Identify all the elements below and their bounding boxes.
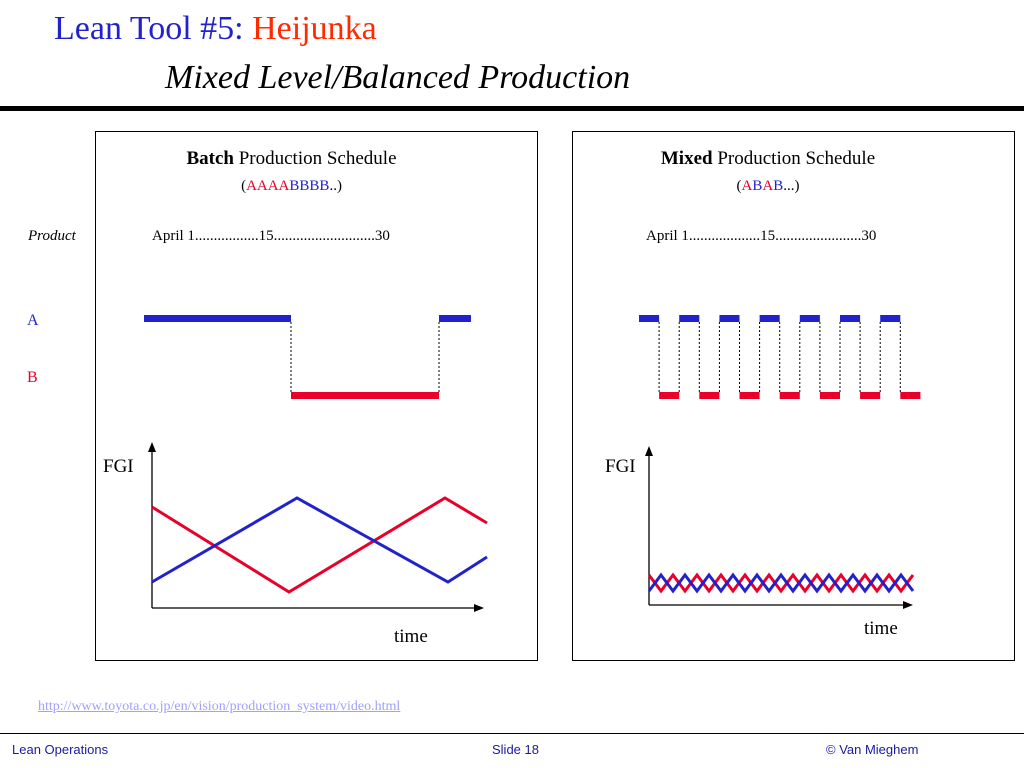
mixed-a-bar (719, 315, 740, 322)
batch-seq-a: AAAA (246, 178, 290, 194)
batch-seq-close: ..) (329, 178, 342, 194)
mixed-a-bar (840, 315, 861, 322)
batch-time-label: time (394, 626, 428, 647)
mixed-a-bar (799, 315, 820, 322)
batch-date-axis: April 1.................15..............… (152, 228, 390, 244)
mixed-b-bar (900, 392, 921, 399)
mixed-x-arrowhead (903, 601, 913, 609)
batch-seq-open: ( (241, 178, 247, 194)
batch-heading: Batch Production Schedule (95, 148, 488, 170)
batch-heading-rest: Production Schedule (233, 148, 397, 169)
batch-b-bar (291, 392, 439, 399)
mixed-seq-close: ...) (783, 178, 800, 194)
mixed-seq-b2: B (773, 178, 784, 194)
mixed-seq-b1: B (752, 178, 763, 194)
row-label-a: A (27, 312, 39, 329)
title-divider (0, 106, 1024, 111)
mixed-fgi-blue-curve (647, 572, 915, 594)
mixed-time-label: time (864, 618, 898, 639)
mixed-seq-a1: A (741, 178, 753, 194)
batch-a-bar-1 (144, 315, 291, 322)
batch-sequence: (AAAABBBB..) (95, 178, 488, 195)
footer-slide-number: Slide 18 (492, 742, 539, 757)
toyota-video-link[interactable]: http://www.toyota.co.jp/en/vision/produc… (38, 699, 401, 714)
row-header-product: Product (28, 228, 76, 244)
batch-y-arrowhead (148, 442, 156, 452)
footer-divider (0, 733, 1024, 734)
mixed-b-bar (819, 392, 840, 399)
batch-a-bar-2 (439, 315, 471, 322)
row-label-b: B (27, 369, 38, 386)
title-accent: Heijunka (252, 10, 377, 47)
mixed-a-bar (880, 315, 901, 322)
mixed-fgi-red-curve (647, 572, 915, 594)
batch-heading-bold: Batch (186, 148, 234, 169)
batch-fgi-label: FGI (103, 456, 134, 477)
mixed-seq-open: ( (736, 178, 742, 194)
footer-copyright: © Van Mieghem (826, 742, 919, 757)
mixed-fgi-label: FGI (605, 456, 636, 477)
slide-title: Lean Tool #5: Heijunka (54, 10, 377, 48)
mixed-seq-a2: A (762, 178, 774, 194)
mixed-date-axis: April 1...................15............… (646, 228, 877, 244)
title-prefix: Lean Tool #5: (54, 10, 253, 47)
mixed-sequence: (ABAB...) (572, 178, 964, 195)
mixed-b-bar (659, 392, 680, 399)
mixed-heading: Mixed Production Schedule (572, 148, 964, 170)
mixed-heading-bold: Mixed (660, 148, 713, 169)
mixed-a-bar (759, 315, 780, 322)
mixed-b-bar (699, 392, 720, 399)
mixed-y-arrowhead (645, 446, 653, 456)
slide-subtitle: Mixed Level/Balanced Production (165, 59, 631, 96)
batch-x-arrowhead (474, 604, 484, 612)
mixed-a-bar (639, 315, 660, 322)
mixed-heading-rest: Production Schedule (712, 148, 876, 169)
batch-fgi-red-curve (151, 496, 488, 594)
mixed-b-bar (860, 392, 881, 399)
batch-fgi-blue-curve (151, 496, 488, 584)
mixed-b-bar (779, 392, 800, 399)
mixed-a-bar (679, 315, 700, 322)
mixed-b-bar (739, 392, 760, 399)
batch-seq-b: BBBB (289, 178, 330, 194)
footer-course: Lean Operations (12, 742, 109, 757)
